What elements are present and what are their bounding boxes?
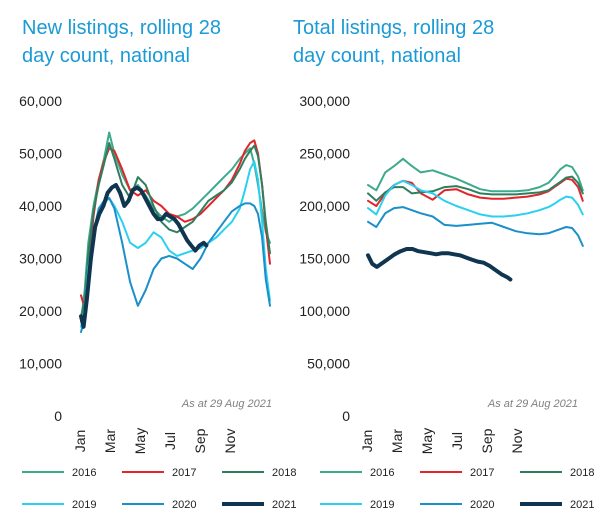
new-listings-annotation: As at 29 Aug 2021: [181, 398, 272, 410]
new-listings-y-tick-label: 20,000: [19, 303, 62, 319]
total-listings-annotation: As at 29 Aug 2021: [487, 398, 578, 410]
total-listings-y-tick-label: 100,000: [299, 303, 350, 319]
new-listings-title-line: New listings, rolling 28: [22, 17, 221, 39]
total-listings-x-tick-label: Mar: [389, 429, 405, 453]
new-listings-series-2018: [80, 142, 271, 318]
new-listings-title-line: day count, national: [22, 45, 190, 67]
new-listings-y-tick-label: 0: [54, 408, 62, 424]
new-listings-y-tick-label: 10,000: [19, 356, 62, 372]
new-listings-series-2019: [80, 160, 271, 328]
total-listings-y-tick-label: 150,000: [299, 251, 350, 267]
new-listings-legend-label-2021: 2021: [272, 499, 296, 511]
new-listings-y-tick-label: 40,000: [19, 198, 62, 214]
total-listings-legend-label-2020: 2020: [470, 499, 494, 511]
new-listings-x-tick-label: Sep: [192, 428, 208, 453]
total-listings-legend-label-2017: 2017: [470, 467, 494, 479]
total-listings-x-tick-label: May: [419, 428, 435, 454]
total-listings-x-tick-label: Jan: [359, 430, 375, 453]
total-listings-series-2016: [367, 157, 584, 193]
total-listings-y-tick-label: 250,000: [299, 146, 350, 162]
new-listings-legend-label-2016: 2016: [72, 467, 96, 479]
new-listings-x-tick-label: Mar: [102, 429, 118, 453]
total-listings-title-line: day count, national: [293, 45, 461, 67]
new-listings-x-tick-label: Jul: [162, 432, 178, 450]
new-listings-y-tick-label: 50,000: [19, 146, 62, 162]
total-listings-legend-label-2021: 2021: [570, 499, 594, 511]
new-listings-legend-label-2019: 2019: [72, 499, 96, 511]
total-listings-legend-label-2016: 2016: [370, 467, 394, 479]
new-listings-series-2021: [79, 183, 209, 329]
total-listings-x-tick-label: Nov: [509, 429, 525, 454]
total-listings-title-line: Total listings, rolling 28: [293, 17, 494, 39]
total-listings-x-tick-label: Sep: [479, 428, 495, 453]
total-listings-y-tick-label: 50,000: [307, 356, 350, 372]
new-listings-x-tick-label: Jan: [72, 430, 88, 453]
total-listings-series-2020: [367, 206, 584, 247]
new-listings-y-tick-label: 60,000: [19, 93, 62, 109]
total-listings-y-tick-label: 0: [342, 408, 350, 424]
new-listings-y-tick-label: 30,000: [19, 251, 62, 267]
total-listings-series-2021: [366, 247, 513, 282]
new-listings-x-tick-label: May: [132, 428, 148, 454]
new-listings-legend-label-2017: 2017: [172, 467, 196, 479]
total-listings-series-2019: [367, 179, 584, 218]
total-listings-y-tick-label: 200,000: [299, 198, 350, 214]
new-listings-x-tick-label: Nov: [222, 429, 238, 454]
total-listings-series-2018: [367, 175, 584, 202]
new-listings-legend-label-2020: 2020: [172, 499, 196, 511]
total-listings-y-tick-label: 300,000: [299, 93, 350, 109]
new-listings-legend-label-2018: 2018: [272, 467, 296, 479]
total-listings-legend-label-2019: 2019: [370, 499, 394, 511]
total-listings-legend-label-2018: 2018: [570, 467, 594, 479]
total-listings-x-tick-label: Jul: [449, 432, 465, 450]
